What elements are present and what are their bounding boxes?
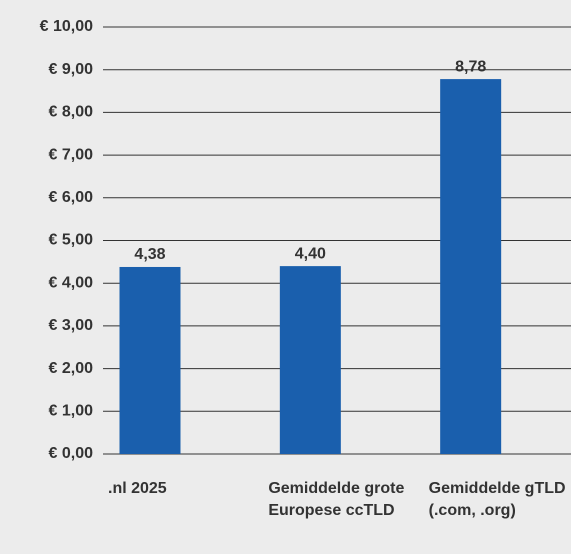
bar xyxy=(440,79,502,455)
y-tick-label: € 0,00 xyxy=(49,445,94,462)
y-tick-label: € 9,00 xyxy=(49,61,94,78)
y-tick-label: € 7,00 xyxy=(49,146,94,163)
bar xyxy=(119,266,181,454)
y-tick-label: € 1,00 xyxy=(49,403,94,420)
y-tick-label: € 4,00 xyxy=(49,274,94,291)
y-tick-label: € 6,00 xyxy=(49,189,94,206)
value-label: 8,78 xyxy=(455,58,486,75)
x-tick-label: Gemiddelde grote Europese ccTLD xyxy=(268,480,405,519)
value-label: 4,38 xyxy=(134,246,165,263)
y-tick-label: € 10,00 xyxy=(40,18,93,35)
x-tick-label: .nl 2025 xyxy=(108,480,167,497)
x-tick-label: Gemiddelde gTLD (.com, .org) xyxy=(428,480,566,519)
y-tick-label: € 2,00 xyxy=(49,360,94,377)
y-tick-label: € 8,00 xyxy=(49,104,94,121)
y-tick-label: € 3,00 xyxy=(49,317,94,334)
value-label: 4,40 xyxy=(295,245,326,262)
y-tick-label: € 5,00 xyxy=(49,232,94,249)
bar xyxy=(279,266,341,454)
